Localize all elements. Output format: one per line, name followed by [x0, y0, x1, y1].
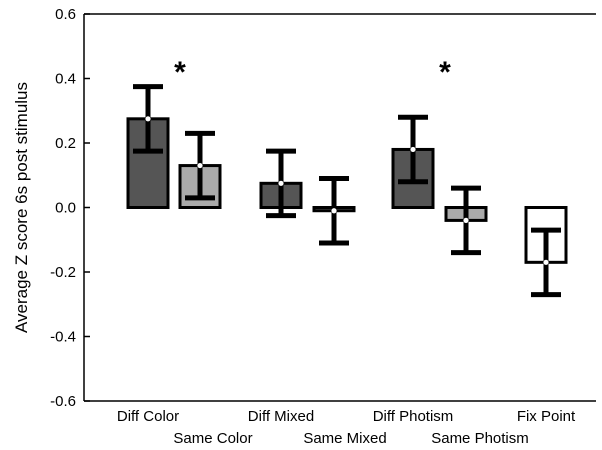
mean-point: [278, 180, 284, 186]
y-ticks-group: 0.6 0.4 0.2 0.0 -0.2 -0.4 -0.6: [50, 6, 90, 410]
category-labels-group: Diff Color Same Color Diff Mixed Same Mixed…: [117, 408, 576, 447]
y-axis-title: Average Z score 6s post stimulus: [12, 82, 31, 333]
category-label: Diff Mixed: [248, 408, 314, 425]
category-label: Fix Point: [517, 408, 576, 425]
mean-point: [331, 208, 337, 214]
y-tick-label: -0.6: [50, 393, 76, 410]
category-label: Diff Color: [117, 408, 179, 425]
error-bars-group: [133, 84, 561, 298]
y-tick-label: 0.6: [55, 6, 76, 23]
mean-point: [410, 146, 416, 153]
y-axis-title-group: Average Z score 6s post stimulus: [12, 82, 31, 333]
category-label: Diff Photism: [373, 408, 454, 425]
category-label: Same Mixed: [303, 430, 386, 447]
mean-point: [543, 259, 549, 265]
mean-point: [463, 217, 469, 223]
y-tick-label: 0.0: [55, 200, 76, 217]
y-tick-label: -0.2: [50, 264, 76, 281]
significance-asterisk: *: [174, 56, 186, 89]
category-label: Same Photism: [431, 430, 529, 447]
y-tick-label: 0.2: [55, 135, 76, 152]
significance-asterisk: *: [439, 56, 451, 89]
mean-point: [197, 162, 203, 169]
mean-point: [145, 116, 151, 122]
y-tick-label: 0.4: [55, 71, 76, 88]
category-label: Same Color: [173, 430, 252, 447]
significance-markers-group: * *: [174, 56, 451, 89]
y-tick-label: -0.4: [50, 329, 76, 346]
